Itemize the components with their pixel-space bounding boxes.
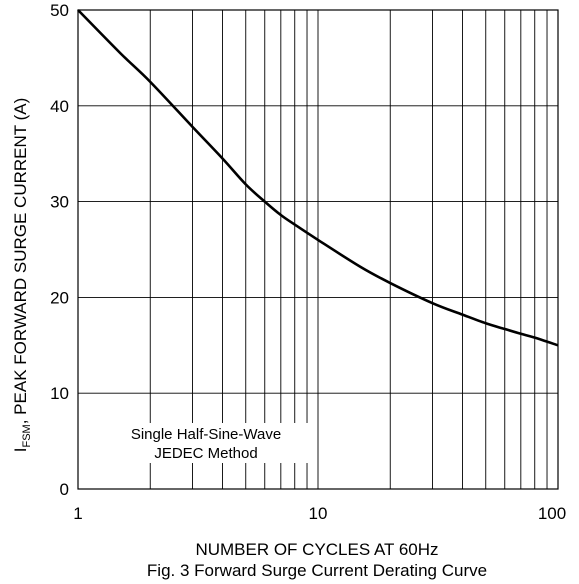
y-tick-label: 20 <box>50 288 69 307</box>
x-tick-label: 1 <box>73 504 82 523</box>
y-tick-label: 30 <box>50 193 69 212</box>
tick-labels: 0 10 20 30 40 50 1 10 100 <box>50 1 566 523</box>
chart-title: Fig. 3 Forward Surge Current Derating Cu… <box>147 561 487 580</box>
y-tick-label: 10 <box>50 384 69 403</box>
series <box>77 9 559 347</box>
x-tick-label: 100 <box>538 504 566 523</box>
surge-current-curve <box>77 9 559 347</box>
annotation-line-2: JEDEC Method <box>154 445 257 462</box>
y-tick-label: 40 <box>50 97 69 116</box>
x-tick-label: 10 <box>309 504 328 523</box>
y-tick-label: 0 <box>60 480 69 499</box>
y-axis-title-text: , PEAK FORWARD SURGE CURRENT (A) <box>11 98 30 425</box>
x-axis-title: NUMBER OF CYCLES AT 60Hz <box>195 540 438 559</box>
y-axis-subscript: FSM <box>21 424 33 447</box>
annotation-box: Single Half-Sine-Wave JEDEC Method <box>104 423 310 463</box>
annotation-line-1: Single Half-Sine-Wave <box>131 426 281 443</box>
plot-frame <box>77 9 559 490</box>
y-axis-title: IFSM, PEAK FORWARD SURGE CURRENT (A) <box>11 98 33 452</box>
y-tick-label: 50 <box>50 1 69 20</box>
grid <box>78 10 558 489</box>
y-axis-symbol: I <box>11 448 30 453</box>
annotation-background <box>104 423 310 463</box>
